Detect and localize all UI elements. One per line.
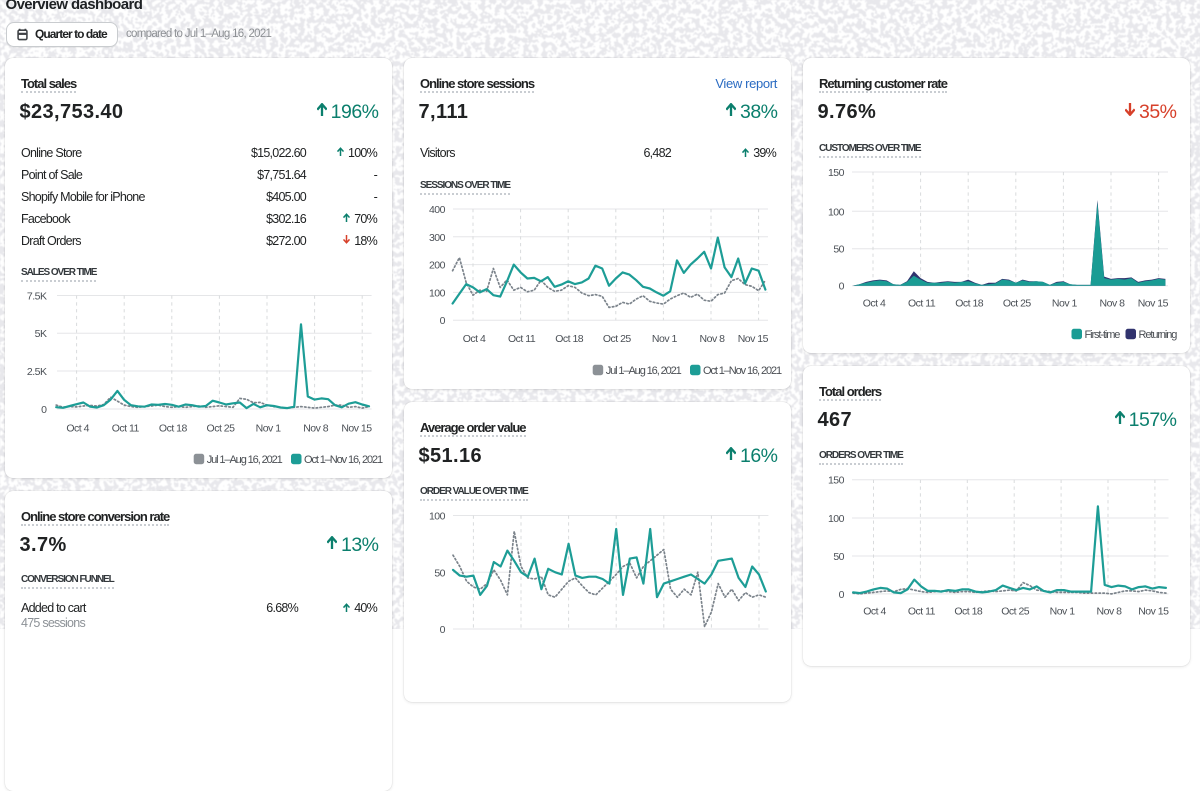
svg-text:7.5K: 7.5K xyxy=(27,291,47,303)
svg-text:200: 200 xyxy=(429,260,446,272)
svg-text:Nov 15: Nov 15 xyxy=(341,422,372,434)
svg-text:Oct 1–Nov 16, 2021: Oct 1–Nov 16, 2021 xyxy=(304,454,383,466)
svg-text:Oct 11: Oct 11 xyxy=(908,605,936,617)
svg-text:0: 0 xyxy=(41,404,47,416)
svg-text:100: 100 xyxy=(429,287,446,299)
svg-text:Nov 8: Nov 8 xyxy=(700,333,726,345)
svg-text:Oct 25: Oct 25 xyxy=(1003,297,1032,309)
svg-text:Oct 4: Oct 4 xyxy=(66,422,89,434)
svg-text:50: 50 xyxy=(833,244,844,256)
svg-text:Nov 8: Nov 8 xyxy=(1097,605,1123,617)
svg-text:Oct 11: Oct 11 xyxy=(908,297,936,309)
svg-text:Oct 4: Oct 4 xyxy=(863,605,886,617)
svg-text:50: 50 xyxy=(833,551,844,563)
svg-text:300: 300 xyxy=(429,232,446,244)
svg-text:Oct 18: Oct 18 xyxy=(555,333,584,345)
svg-text:400: 400 xyxy=(429,204,446,216)
svg-text:Oct 11: Oct 11 xyxy=(508,333,536,345)
svg-text:100: 100 xyxy=(828,513,845,525)
svg-text:0: 0 xyxy=(839,589,845,601)
svg-text:0: 0 xyxy=(839,281,845,293)
svg-text:2.5K: 2.5K xyxy=(27,366,47,378)
svg-text:Nov 8: Nov 8 xyxy=(303,422,329,434)
svg-text:Nov 15: Nov 15 xyxy=(1138,605,1169,617)
svg-text:100: 100 xyxy=(828,206,845,218)
svg-text:Oct 18: Oct 18 xyxy=(955,297,984,309)
svg-text:50: 50 xyxy=(434,567,445,579)
svg-text:Jul 1–Aug 16, 2021: Jul 1–Aug 16, 2021 xyxy=(606,365,682,377)
svg-text:Oct 4: Oct 4 xyxy=(463,333,486,345)
svg-text:0: 0 xyxy=(440,315,446,327)
svg-text:150: 150 xyxy=(828,167,845,179)
svg-text:Oct 11: Oct 11 xyxy=(112,422,140,434)
svg-text:Oct 1–Nov 16, 2021: Oct 1–Nov 16, 2021 xyxy=(703,365,782,377)
svg-text:Nov 15: Nov 15 xyxy=(1138,297,1169,309)
svg-text:Nov 1: Nov 1 xyxy=(652,333,678,345)
svg-text:Oct 25: Oct 25 xyxy=(207,422,236,434)
svg-text:Nov 1: Nov 1 xyxy=(1050,605,1076,617)
svg-text:0: 0 xyxy=(440,624,446,636)
svg-text:First-time: First-time xyxy=(1085,329,1121,341)
svg-text:Nov 15: Nov 15 xyxy=(738,333,769,345)
svg-text:Nov 8: Nov 8 xyxy=(1100,297,1126,309)
svg-text:Oct 25: Oct 25 xyxy=(1001,605,1030,617)
svg-text:100: 100 xyxy=(429,511,446,523)
svg-text:5K: 5K xyxy=(35,328,47,340)
svg-text:Jul 1–Aug 16, 2021: Jul 1–Aug 16, 2021 xyxy=(207,454,283,466)
svg-text:Oct 18: Oct 18 xyxy=(159,422,188,434)
svg-text:Nov 1: Nov 1 xyxy=(256,422,282,434)
svg-text:Oct 4: Oct 4 xyxy=(863,297,886,309)
svg-text:150: 150 xyxy=(828,475,845,487)
svg-text:Oct 18: Oct 18 xyxy=(954,605,983,617)
svg-text:Nov 1: Nov 1 xyxy=(1052,297,1078,309)
svg-text:Oct 25: Oct 25 xyxy=(603,333,632,345)
svg-text:Returning: Returning xyxy=(1139,329,1178,341)
